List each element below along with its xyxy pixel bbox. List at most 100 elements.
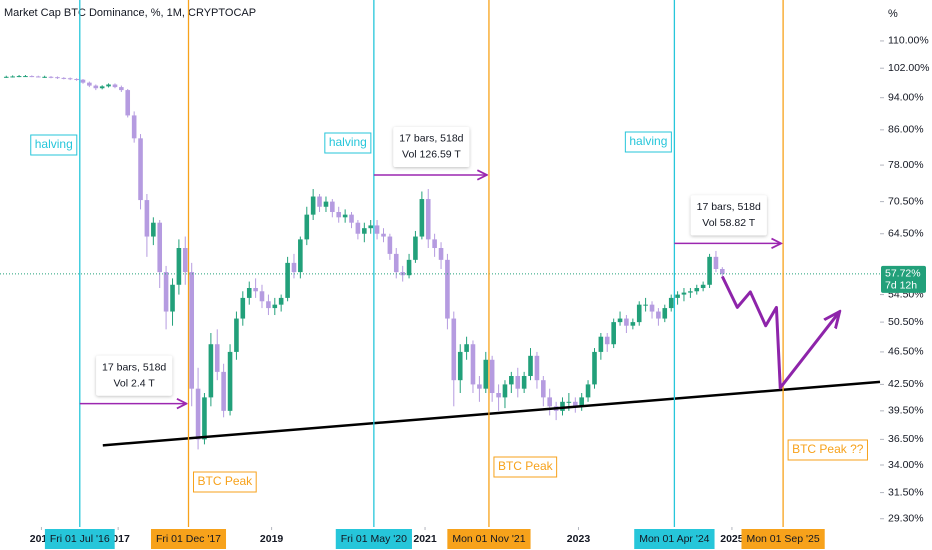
candle-body (579, 397, 584, 407)
candle-body (93, 85, 99, 89)
event-date-label: Fri 01 Dec '17 (156, 533, 221, 545)
candle-body (227, 351, 233, 411)
y-tick-label: 36.50% (888, 433, 924, 445)
candle-body (240, 297, 246, 319)
y-tick-label: 64.50% (888, 228, 924, 240)
candle-body (521, 376, 527, 389)
candle-body (381, 233, 386, 237)
measure-box (96, 355, 173, 396)
candle-body (163, 272, 169, 312)
candle-body (483, 359, 489, 389)
candle-body (55, 77, 60, 79)
candle-body (534, 355, 540, 381)
candle-body (253, 288, 258, 292)
candle-body (99, 86, 105, 89)
candle-body (170, 284, 175, 312)
candle-body (176, 248, 182, 285)
candle-body (720, 268, 725, 274)
y-tick-label: 94.00% (888, 91, 924, 103)
candle-body (387, 236, 393, 254)
last-price-box (881, 265, 926, 293)
candle-body (662, 308, 668, 319)
candle-body (208, 344, 214, 398)
candle-body (425, 199, 431, 240)
candle-body (119, 87, 124, 91)
candle-body (643, 304, 648, 306)
candle-body (291, 262, 297, 273)
candle-body (573, 401, 578, 407)
trendline (102, 380, 881, 447)
event-note: halving (329, 135, 367, 149)
candle-body (438, 248, 444, 260)
candle-body (202, 397, 207, 440)
candle-body (278, 297, 284, 305)
y-tick-label: 50.50% (888, 316, 924, 328)
candle-body (67, 78, 73, 80)
candle-body (23, 76, 28, 78)
event-date-box (150, 529, 227, 549)
candle-body (496, 393, 501, 398)
candle-body (649, 304, 655, 312)
candle-body (304, 214, 310, 240)
event-date-box (741, 529, 825, 549)
candle-body (35, 76, 41, 78)
event-note: BTC Peak (198, 474, 254, 488)
candle-body (560, 401, 565, 411)
measure-text: 17 bars, 518d (697, 201, 761, 213)
event-date-box (335, 529, 412, 549)
candle-body (547, 397, 552, 407)
candle-body (464, 344, 469, 352)
candle-body (48, 76, 54, 78)
candle-body (310, 196, 316, 215)
axis-unit: % (888, 8, 898, 20)
y-tick-label: 78.00% (888, 159, 924, 171)
event-date-label: Mon 01 Nov '21 (452, 533, 525, 545)
candle-body (362, 228, 367, 234)
candle-body (694, 288, 700, 292)
candle-body (509, 376, 514, 385)
candle-body (125, 90, 131, 116)
candle-body (688, 291, 693, 293)
event-date-box (634, 529, 715, 549)
projection-path (720, 275, 838, 390)
candle-body (29, 76, 35, 78)
x-tick-label: 2019 (260, 533, 284, 545)
y-tick-label: 31.50% (888, 486, 924, 498)
event-date-label: Mon 01 Apr '24 (639, 533, 709, 545)
y-tick-label: 86.00% (888, 124, 924, 136)
candle-body (406, 259, 412, 276)
candle-body (87, 82, 92, 86)
candle-body (259, 291, 265, 302)
y-tick-label: 42.50% (888, 378, 924, 390)
candle-body (432, 239, 437, 249)
candle-body (489, 359, 495, 394)
candle-body (541, 380, 546, 398)
candle-body (636, 304, 642, 323)
candle-body (61, 77, 67, 79)
candle-body (413, 236, 418, 260)
event-note-box (193, 471, 257, 493)
candle-body (214, 344, 220, 372)
candle-body (323, 201, 329, 207)
candle-body (3, 76, 9, 78)
candle-body (285, 262, 290, 298)
measure-box (690, 195, 767, 236)
candle-body (668, 297, 674, 309)
candle-body (374, 225, 380, 234)
event-date-box (447, 529, 531, 549)
candle-body (368, 225, 373, 229)
candle-body (502, 384, 508, 398)
candle-body (393, 253, 399, 273)
candle-body (106, 84, 111, 87)
event-note: BTC Peak (498, 459, 554, 473)
event-note-box (30, 134, 78, 156)
candle-body (266, 301, 271, 309)
x-tick-label: 2021 (413, 533, 437, 545)
measure-volume: Vol 2.4 T (114, 377, 156, 389)
y-tick-label: 39.50% (888, 405, 924, 417)
candle-body (515, 376, 521, 389)
candle-body (630, 322, 636, 326)
candle-body (298, 239, 303, 273)
candle-body (451, 318, 457, 381)
